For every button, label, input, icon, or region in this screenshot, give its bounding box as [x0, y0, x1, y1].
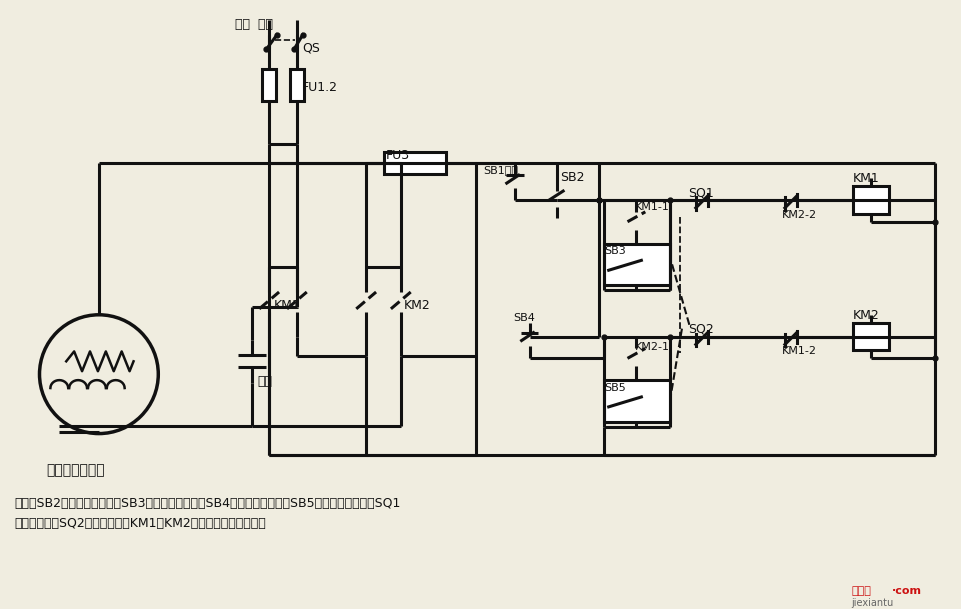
- Text: 说明：SB2为上升启动按钮，SB3为上升点动按钮，SB4为下降启动按钮，SB5为下降点动按钮；SQ1: 说明：SB2为上升启动按钮，SB3为上升点动按钮，SB4为下降启动按钮，SB5为…: [14, 497, 401, 510]
- Text: KM1-2: KM1-2: [781, 347, 816, 356]
- Text: FU1.2: FU1.2: [302, 81, 337, 94]
- Text: KM1: KM1: [274, 299, 301, 312]
- Bar: [604, 380, 670, 421]
- Text: KM1: KM1: [852, 172, 879, 185]
- Bar: [852, 323, 888, 350]
- Text: SQ1: SQ1: [687, 186, 713, 199]
- Text: KM2: KM2: [852, 309, 879, 322]
- Bar: [852, 186, 888, 214]
- Text: 单相电容电动机: 单相电容电动机: [46, 463, 105, 477]
- Text: ·com: ·com: [891, 586, 921, 596]
- Text: KM2: KM2: [404, 299, 431, 312]
- Text: 电容: 电容: [257, 375, 272, 388]
- Text: SB2: SB2: [559, 171, 584, 185]
- Text: 火线  零线: 火线 零线: [234, 18, 272, 31]
- Text: 为最高限位，SQ2为最低限位。KM1、KM2可用中间继电器代替。: 为最高限位，SQ2为最低限位。KM1、KM2可用中间继电器代替。: [14, 516, 266, 530]
- Text: SB1停止: SB1停止: [482, 165, 517, 175]
- Text: jiexiantu: jiexiantu: [850, 598, 893, 608]
- Text: SB4: SB4: [513, 313, 535, 323]
- Text: 接线图: 接线图: [850, 586, 871, 596]
- Text: SB5: SB5: [604, 383, 626, 393]
- Bar: [289, 69, 304, 101]
- Text: SB3: SB3: [604, 247, 626, 256]
- Bar: [262, 69, 276, 101]
- Bar: [383, 152, 446, 174]
- Text: KM2-1: KM2-1: [633, 342, 669, 351]
- Bar: [604, 244, 670, 285]
- Text: FU3: FU3: [385, 149, 409, 163]
- Text: QS: QS: [302, 41, 319, 55]
- Text: SQ2: SQ2: [687, 323, 713, 336]
- Text: KM1-1: KM1-1: [633, 202, 669, 212]
- Text: KM2-2: KM2-2: [781, 210, 816, 220]
